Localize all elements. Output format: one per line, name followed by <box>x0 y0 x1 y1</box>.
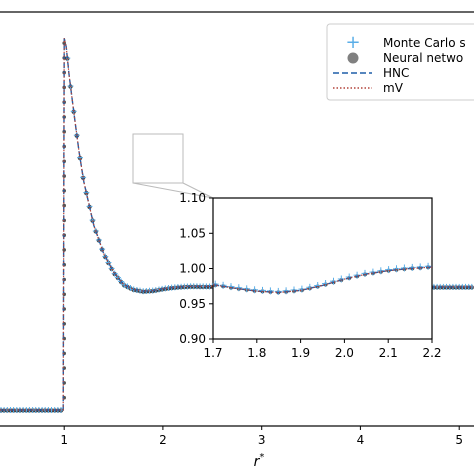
x-tick-label: 3 <box>258 433 266 447</box>
legend-label-monte-carlo: Monte Carlo s <box>383 36 466 50</box>
zoom-connector-right <box>182 182 214 199</box>
inset-y-tick-label: 0.90 <box>179 332 206 346</box>
inset-y-tick-label: 1.05 <box>179 226 206 240</box>
x-tick-label: 5 <box>455 433 463 447</box>
inset-x-tick-label: 1.7 <box>203 346 222 360</box>
zoom-connector-left <box>132 182 214 199</box>
inset-y-tick-label: 1.00 <box>179 262 206 276</box>
inset-x-tick-label: 1.8 <box>247 346 266 360</box>
x-tick-label: 4 <box>357 433 365 447</box>
legend-item-hnc: HNC <box>333 66 409 80</box>
legend-box <box>326 23 474 101</box>
legend-item-mv: mV <box>333 81 404 95</box>
main-plot-frame <box>0 11 474 427</box>
legend-label-neural-network: Neural netwo <box>383 51 463 65</box>
legend-label-hnc: HNC <box>383 66 409 80</box>
legend: + Monte Carlo s Neural netwo HNC mV <box>326 23 474 101</box>
inset-x-tick-label: 2.2 <box>422 346 441 360</box>
legend-plus-marker: + <box>345 32 360 53</box>
x-tick-label: 2 <box>159 433 167 447</box>
inset-y-tick-label: 1.10 <box>179 191 206 205</box>
x-axis-title: r* <box>254 452 265 470</box>
legend-circle-marker <box>347 52 359 64</box>
inset-hnc-line <box>212 266 433 294</box>
legend-item-monte-carlo: + Monte Carlo s <box>345 32 465 53</box>
x-tick-label: 1 <box>60 433 68 447</box>
inset-x-tick-label: 2.1 <box>379 346 398 360</box>
zoom-region-box <box>132 133 184 184</box>
inset-x-tick-label: 1.9 <box>291 346 310 360</box>
inset-x-tick-label: 2.0 <box>335 346 354 360</box>
inset-y-tick-label: 0.95 <box>179 297 206 311</box>
nn-point <box>62 41 66 45</box>
legend-item-neural-network: Neural netwo <box>347 51 463 65</box>
legend-label-mv: mV <box>383 81 404 95</box>
